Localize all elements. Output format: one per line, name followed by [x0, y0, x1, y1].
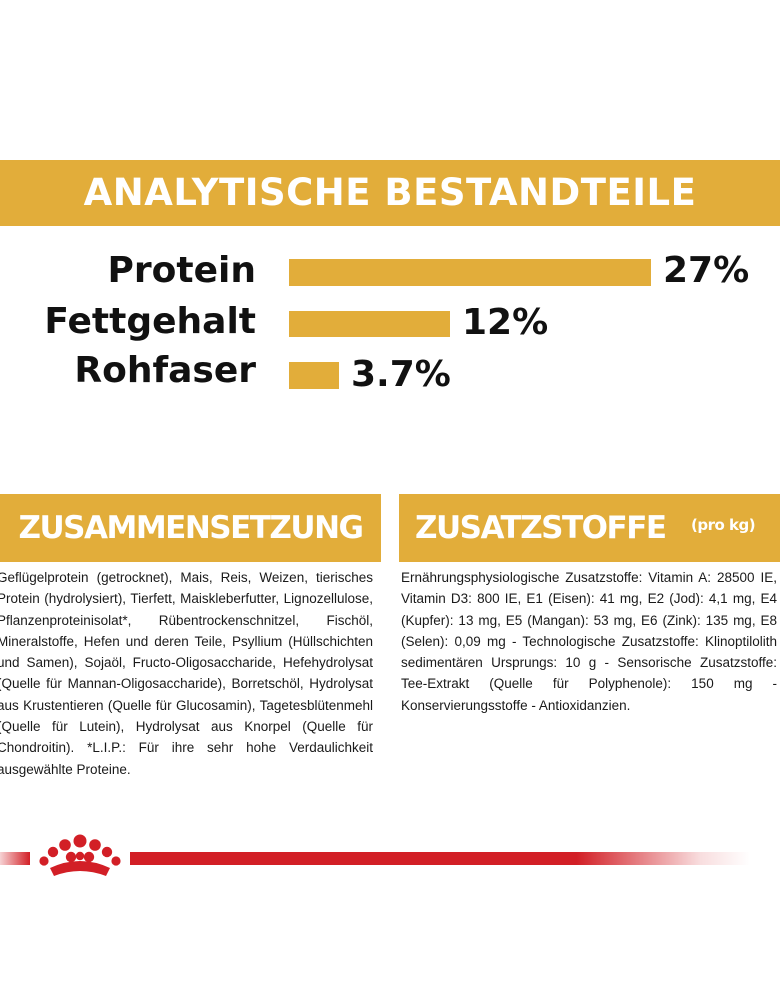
value-protein: 27%	[663, 250, 750, 291]
footer-red-line	[130, 852, 750, 865]
bar-rohfaser	[289, 362, 339, 389]
footer-red-line-left	[0, 852, 30, 865]
composition-text: Geflügelprotein (getrocknet), Mais, Reis…	[0, 570, 373, 777]
bar-fettgehalt	[289, 311, 450, 337]
royal-canin-crown-icon	[39, 834, 121, 876]
analysis-title: ANALYTISCHE BESTANDTEILE	[83, 171, 697, 214]
additives-text: Ernährungsphysiologische Zusatzstoffe: V…	[401, 570, 777, 713]
analysis-header-band: ANALYTISCHE BESTANDTEILE	[0, 160, 780, 226]
additives-title: ZUSATZSTOFFE	[415, 510, 667, 546]
additives-header-band: ZUSATZSTOFFE (pro kg)	[399, 494, 780, 562]
composition-title: ZUSAMMENSETZUNG	[18, 510, 364, 546]
row-label-protein: Protein	[107, 250, 256, 291]
row-label-fettgehalt: Fettgehalt	[44, 301, 256, 342]
composition-header-band: ZUSAMMENSETZUNG	[0, 494, 381, 562]
value-rohfaser: 3.7%	[351, 354, 451, 395]
bar-protein	[289, 259, 651, 286]
value-fettgehalt: 12%	[462, 302, 549, 343]
row-label-rohfaser: Rohfaser	[74, 350, 256, 391]
additives-title-suffix: (pro kg)	[691, 516, 756, 534]
